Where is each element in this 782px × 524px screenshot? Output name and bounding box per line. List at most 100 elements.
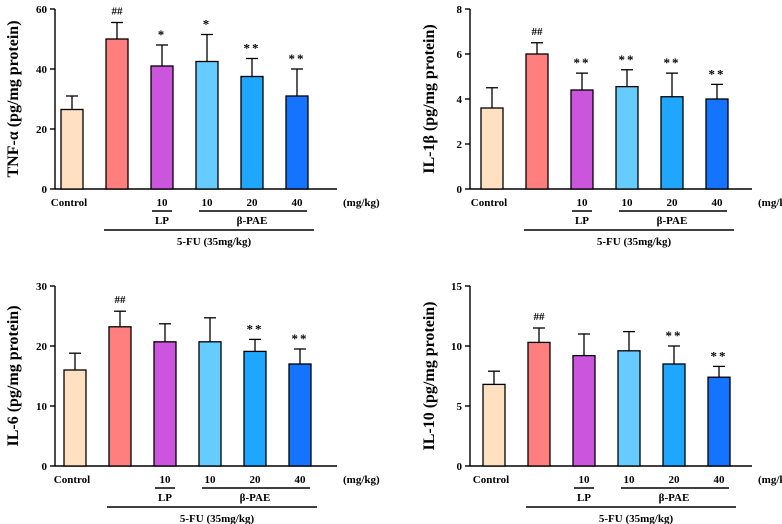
significance-label: ## bbox=[534, 311, 546, 323]
x-label-dose: 20 bbox=[247, 197, 259, 209]
pae-group-label: β-PAE bbox=[237, 215, 268, 227]
y-tick-label: 15 bbox=[451, 281, 463, 293]
bar-5 bbox=[243, 350, 267, 467]
lp-group-label: LP bbox=[155, 215, 169, 227]
x-label-dose: 40 bbox=[712, 197, 724, 209]
x-label-unit: (mg/kg) bbox=[758, 197, 782, 209]
significance-label: ** bbox=[289, 51, 306, 66]
y-tick-label: 2 bbox=[457, 139, 463, 151]
bar-2 bbox=[108, 326, 132, 467]
significance-label: ** bbox=[247, 321, 264, 336]
significance-label: ** bbox=[574, 55, 591, 70]
bar-5 bbox=[662, 363, 686, 467]
x-label-dose: 10 bbox=[624, 474, 636, 486]
x-label-control: Control bbox=[471, 197, 507, 209]
y-tick-label: 30 bbox=[36, 281, 48, 293]
pae-group-label: β-PAE bbox=[657, 215, 688, 227]
significance-label: ** bbox=[709, 66, 726, 81]
x-label-control: Control bbox=[54, 474, 90, 486]
y-axis-title: TNF-α (pg/mg protein) bbox=[5, 20, 22, 177]
x-label-dose: 20 bbox=[250, 474, 262, 486]
lp-group-label: LP bbox=[575, 215, 589, 227]
bar-3 bbox=[153, 341, 177, 467]
x-label-dose: 10 bbox=[205, 474, 217, 486]
y-tick-label: 0 bbox=[42, 461, 48, 473]
x-label-dose: 10 bbox=[160, 474, 172, 486]
significance-label: ** bbox=[619, 52, 636, 67]
x-label-unit: (mg/kg) bbox=[343, 197, 380, 209]
fu-group-label: 5-FU (35mg/kg) bbox=[597, 236, 672, 248]
pae-group-label: β-PAE bbox=[659, 492, 690, 504]
bar-5 bbox=[240, 75, 264, 190]
significance-label: * bbox=[158, 27, 167, 42]
significance-label: ** bbox=[664, 55, 681, 70]
x-label-dose: 10 bbox=[577, 197, 589, 209]
y-axis-title: IL-1β (pg/mg protein) bbox=[421, 24, 438, 173]
x-label-dose: 10 bbox=[202, 197, 214, 209]
bar-6 bbox=[285, 95, 309, 190]
bar-4 bbox=[198, 341, 222, 467]
y-tick-label: 60 bbox=[36, 4, 48, 16]
significance-label: ## bbox=[112, 6, 124, 18]
x-label-dose: 20 bbox=[669, 474, 681, 486]
x-label-dose: 40 bbox=[292, 197, 304, 209]
significance-label: ** bbox=[292, 331, 309, 346]
x-label-dose: 20 bbox=[667, 197, 679, 209]
y-tick-label: 6 bbox=[457, 49, 463, 61]
significance-label: ** bbox=[666, 328, 683, 343]
chart-panel-3: 0 10 20 30 IL-6 (pg/mg protein) ## ** ** Control… bbox=[5, 281, 380, 524]
y-tick-label: 0 bbox=[457, 184, 463, 196]
bar-4 bbox=[617, 350, 641, 467]
y-axis-title: IL-10 (pg/mg protein) bbox=[421, 301, 438, 450]
lp-group-label: LP bbox=[158, 492, 172, 504]
y-tick-label: 8 bbox=[457, 4, 463, 16]
y-tick-label: 4 bbox=[457, 94, 463, 106]
bar-4 bbox=[195, 60, 219, 190]
x-label-dose: 40 bbox=[295, 474, 307, 486]
bar-5 bbox=[660, 96, 684, 190]
bar-1 bbox=[480, 107, 504, 190]
y-tick-label: 10 bbox=[36, 401, 48, 413]
y-tick-label: 0 bbox=[457, 461, 463, 473]
significance-label: ## bbox=[532, 26, 544, 38]
y-tick-label: 40 bbox=[36, 64, 48, 76]
bar-6 bbox=[705, 98, 729, 190]
bar-6 bbox=[707, 376, 731, 467]
bar-6 bbox=[288, 363, 312, 467]
bar-2 bbox=[525, 53, 549, 190]
significance-label: ## bbox=[115, 294, 127, 306]
y-tick-label: 0 bbox=[42, 184, 48, 196]
x-label-unit: (mg/kg) bbox=[758, 474, 782, 486]
x-label-dose: 10 bbox=[579, 474, 591, 486]
x-label-unit: (mg/kg) bbox=[343, 474, 380, 486]
x-label-control: Control bbox=[51, 197, 87, 209]
bar-4 bbox=[615, 85, 639, 190]
significance-label: ** bbox=[711, 348, 728, 363]
chart-panel-2: 0 2 4 6 8 IL-1β (pg/mg protein) ## ** ** ** ** Cont… bbox=[421, 4, 782, 248]
y-tick-label: 20 bbox=[36, 341, 48, 353]
bar-3 bbox=[150, 65, 174, 190]
chart-panel-4: 0 5 10 15 IL-10 (pg/mg protein) ## ** ** Control… bbox=[421, 281, 782, 524]
pae-group-label: β-PAE bbox=[240, 492, 271, 504]
bar-3 bbox=[570, 89, 594, 190]
x-label-dose: 10 bbox=[157, 197, 169, 209]
fu-group-label: 5-FU (35mg/kg) bbox=[599, 513, 674, 524]
x-label-dose: 40 bbox=[714, 474, 726, 486]
lp-group-label: LP bbox=[577, 492, 591, 504]
fu-group-label: 5-FU (35mg/kg) bbox=[180, 513, 255, 524]
fu-group-label: 5-FU (35mg/kg) bbox=[177, 236, 252, 248]
y-tick-label: 20 bbox=[36, 124, 48, 136]
x-label-dose: 10 bbox=[622, 197, 634, 209]
bar-2 bbox=[527, 341, 551, 467]
bar-3 bbox=[572, 354, 596, 467]
bar-1 bbox=[482, 383, 506, 467]
y-tick-label: 5 bbox=[457, 401, 463, 413]
significance-label: ** bbox=[244, 41, 261, 56]
bar-2 bbox=[105, 38, 129, 190]
y-axis-title: IL-6 (pg/mg protein) bbox=[5, 305, 22, 446]
bar-1 bbox=[60, 108, 84, 190]
significance-label: * bbox=[203, 17, 212, 32]
y-tick-label: 10 bbox=[451, 341, 463, 353]
